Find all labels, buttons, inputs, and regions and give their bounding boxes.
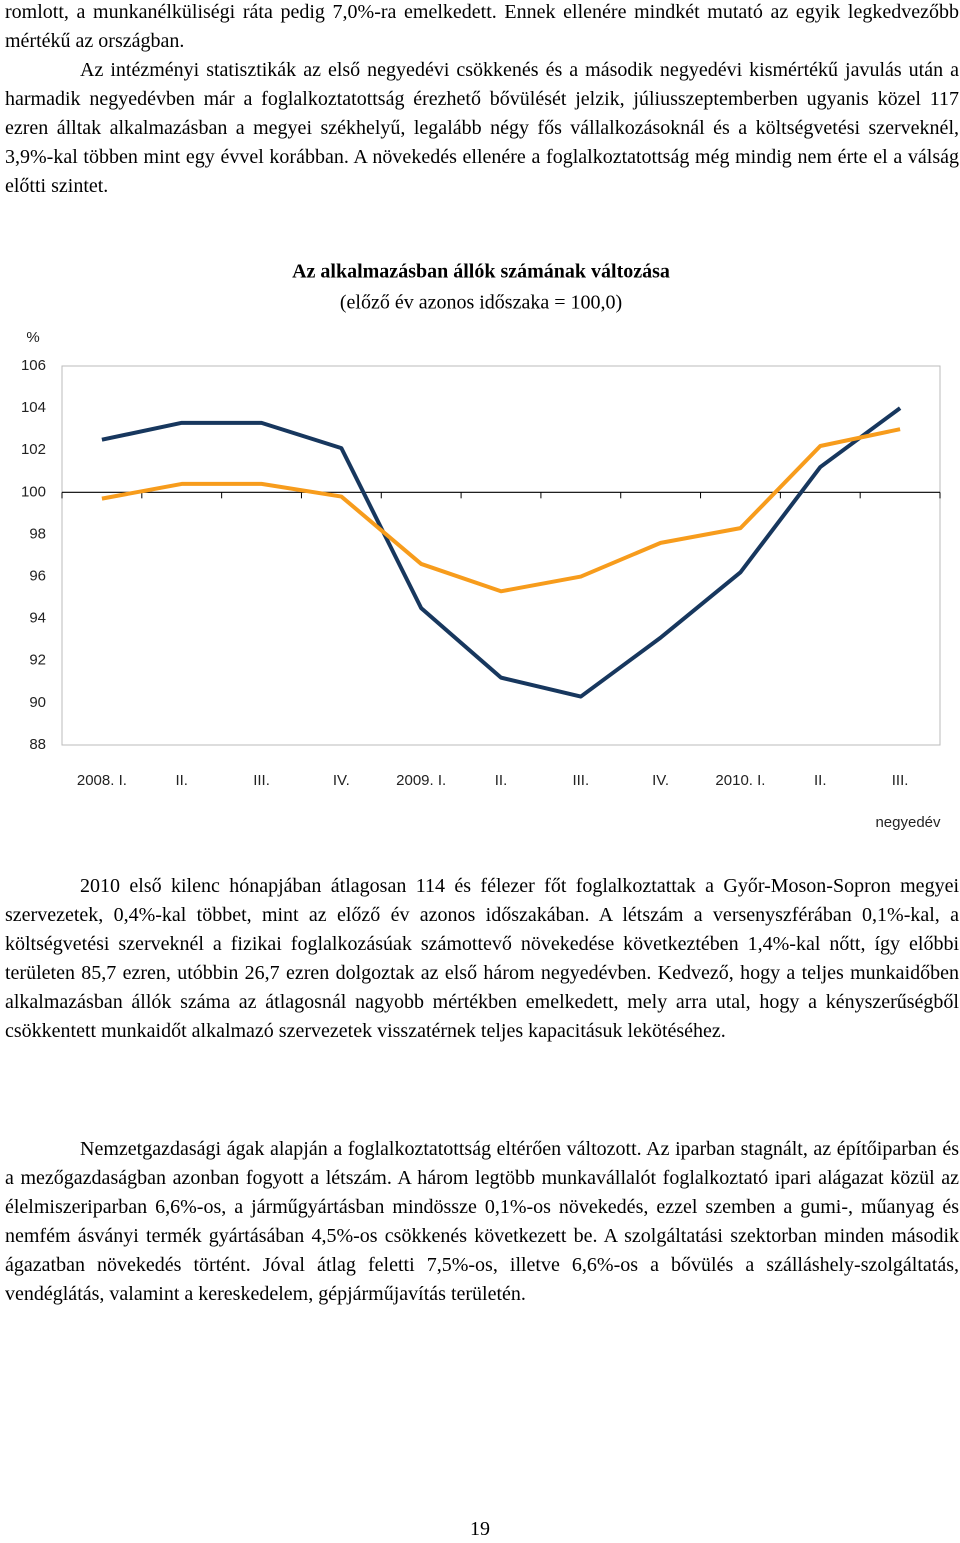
x-tick-label: III. (253, 772, 270, 789)
chart-subtitle: (előző év azonos időszaka = 100,0) (340, 292, 622, 314)
x-tick-label: 2010. I. (715, 772, 765, 789)
x-tick-label: II. (495, 772, 508, 789)
x-tick-label: III. (572, 772, 589, 789)
y-tick-label: 104 (21, 399, 46, 416)
y-tick-label: 100 (21, 483, 46, 500)
paragraph: romlott, a munkanélküliségi ráta pedig 7… (5, 1, 959, 52)
chart-title: Az alkalmazásban állók számának változás… (292, 261, 670, 283)
series-line (101, 427, 901, 594)
y-tick-label: 106 (21, 357, 46, 374)
plot-area (61, 365, 941, 746)
y-tick-label: 92 (29, 652, 46, 669)
x-tick-label: 2008. I. (77, 772, 127, 789)
chart: Az alkalmazásban állók számának változás… (21, 261, 941, 831)
y-tick-label: 88 (29, 736, 46, 753)
y-axis-label: % (26, 329, 39, 346)
x-tick-label: II. (814, 772, 827, 789)
paragraph: 2010 első kilenc hónapjában átlagosan 11… (5, 875, 959, 1042)
x-tick-label: III. (892, 772, 909, 789)
y-tick-label: 98 (29, 525, 46, 542)
paragraph: Az intézményi statisztikák az első negye… (5, 59, 959, 197)
x-tick-label: 2009. I. (396, 772, 446, 789)
y-tick-label: 90 (29, 694, 46, 711)
x-axis-label: negyedév (875, 814, 941, 831)
y-tick-label: 102 (21, 441, 46, 458)
y-tick-label: 94 (29, 610, 46, 627)
paragraph: Nemzetgazdasági ágak alapján a foglalkoz… (5, 1138, 959, 1305)
x-tick-label: II. (175, 772, 188, 789)
series-line (101, 406, 902, 699)
y-tick-label: 96 (29, 568, 46, 585)
page-number: 19 (470, 1518, 490, 1540)
x-tick-label: IV. (652, 772, 669, 789)
x-tick-label: IV. (333, 772, 350, 789)
